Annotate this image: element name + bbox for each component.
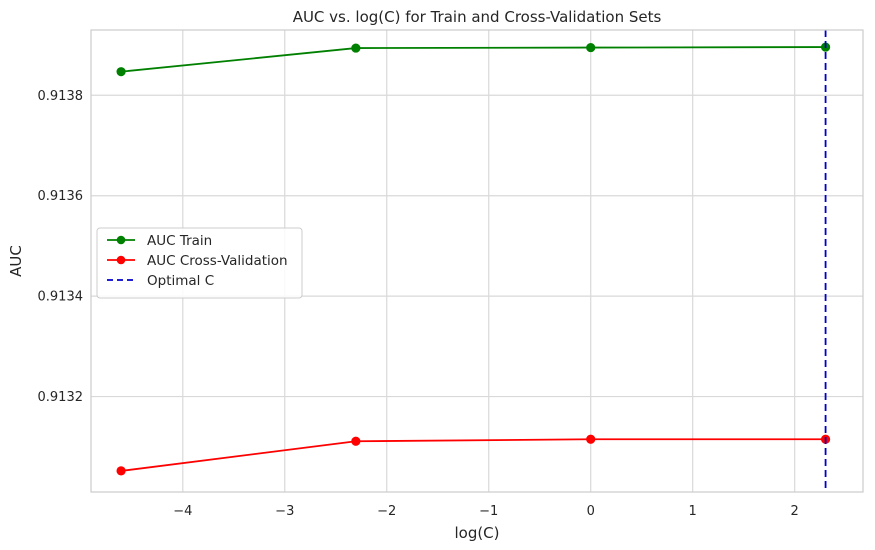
x-tick-label: −2 (377, 504, 396, 519)
legend-label: AUC Train (147, 233, 212, 249)
x-tick-label: −4 (173, 504, 192, 519)
legend-box (96, 227, 303, 299)
y-tick-label: 0.9134 (38, 290, 84, 305)
series-1-point (351, 436, 361, 446)
legend-label: AUC Cross-Validation (147, 253, 288, 269)
legend-marker (116, 235, 126, 245)
x-tick-label: −1 (479, 504, 498, 519)
series-1-point (116, 466, 126, 476)
series-line-1 (120, 438, 826, 472)
x-axis-label: log(C) (454, 524, 499, 542)
y-tick-label: 0.9132 (38, 390, 84, 405)
x-tick-label: −3 (275, 504, 294, 519)
y-tick-labels: 0.9132 0.9134 0.9136 0.9138 (38, 89, 84, 405)
series-line-0 (120, 46, 826, 73)
series-0-point (116, 67, 126, 77)
legend-marker (116, 255, 126, 265)
series-0-point (586, 42, 596, 53)
series-layer (116, 30, 831, 492)
plot-frame (90, 29, 864, 493)
x-tick-label: 2 (791, 504, 799, 519)
x-tick-labels: −4 −3 −2 −1 0 1 2 (173, 504, 799, 519)
series-0-point (351, 43, 361, 53)
y-axis-label: AUC (7, 245, 25, 277)
series-1-point (586, 434, 596, 444)
chart-title: AUC vs. log(C) for Train and Cross-Valid… (293, 8, 662, 26)
x-tick-label: 1 (689, 504, 697, 519)
legend-label: Optimal C (147, 273, 214, 289)
x-tick-label: 0 (587, 504, 595, 519)
y-tick-label: 0.9138 (38, 89, 84, 104)
legend: AUC Train AUC Cross-Validation Optimal C (96, 227, 303, 299)
y-tick-label: 0.9136 (38, 189, 84, 204)
